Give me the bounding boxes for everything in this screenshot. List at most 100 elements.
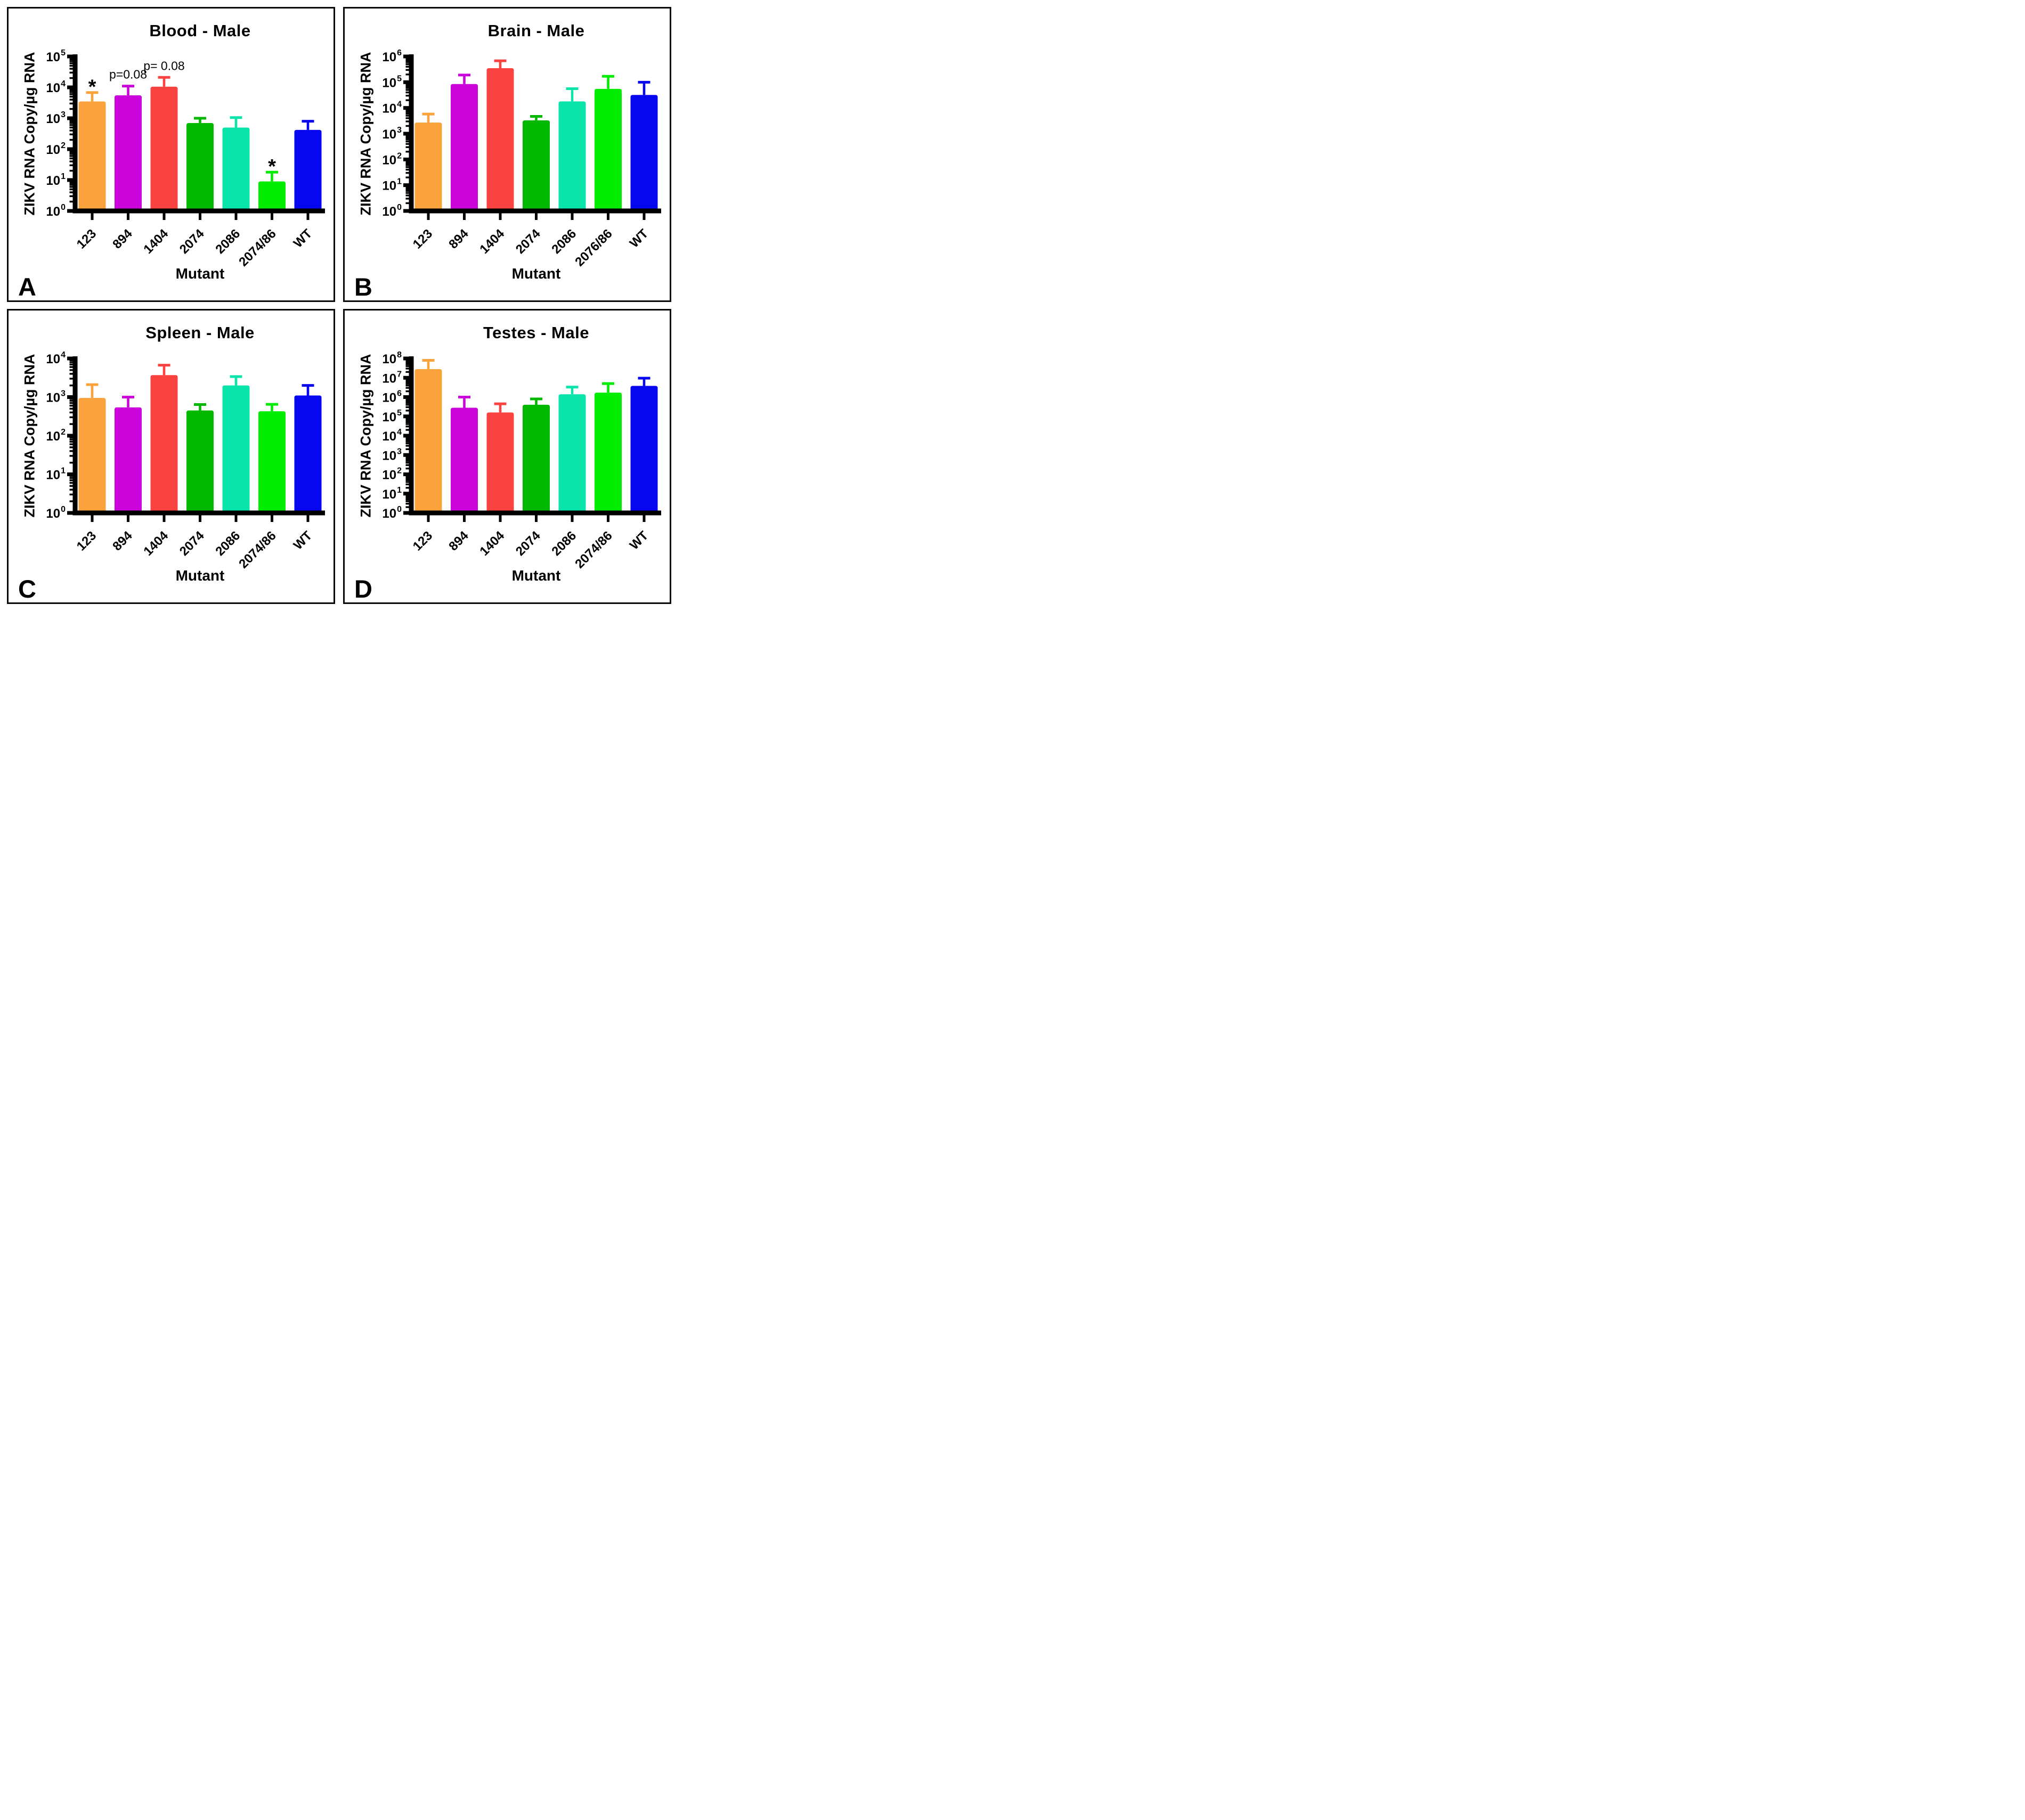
panel-letter: A [18,273,36,301]
y-tick-label: 105 [382,74,402,90]
category-label: 894 [110,528,135,554]
bar [414,369,442,513]
y-tick-label: 107 [382,370,402,386]
panel-brain-male: 100 101 102 103 104 105 106 123 894 1404 2074 2086 2… [343,7,671,302]
category-label: 123 [410,226,435,251]
category-label: 2086 [549,226,579,257]
bar [222,127,250,211]
panel-title: Spleen - Male [145,323,255,342]
category-label: 2074/86 [236,528,279,571]
category-label: 1404 [141,528,171,559]
y-axis-label: ZIKV RNA Copy/µg RNA [357,52,374,216]
y-tick-label: 105 [382,409,402,425]
bar [78,101,106,211]
y-tick-label: 100 [382,203,402,219]
bar [294,129,322,211]
y-axis-label: ZIKV RNA Copy/µg RNA [21,52,38,216]
bar-chart-blood-male: 100 101 102 103 104 105 123 894 1404 2074 20862074… [46,48,325,270]
y-tick-label: 104 [382,100,402,116]
category-label: 123 [74,226,99,251]
panel-letter: D [354,575,372,603]
category-label: 2074 [177,226,207,257]
bar [451,84,478,211]
bar-chart-spleen-male: 100 101 102 103 104 123 894 1404 2074 20862074/86… [46,350,325,572]
bar [294,395,322,513]
bar [186,410,214,513]
category-label: 894 [446,226,471,252]
x-axis-label: Mutant [175,567,225,584]
bar [150,86,178,211]
y-tick-label: 108 [382,350,402,366]
bar [222,385,250,513]
category-label: 894 [446,528,471,554]
y-tick-label: 106 [382,389,402,405]
y-tick-label: 103 [382,126,402,142]
bar [115,407,142,513]
category-label: 2076/86 [572,226,615,269]
y-tick-label: 104 [46,350,66,366]
bar [258,181,286,211]
bar [186,123,214,211]
y-tick-label: 103 [382,447,402,463]
p-value-label: p=0.08 [109,68,147,81]
category-label: WT [627,226,652,251]
y-tick-label: 100 [46,203,66,219]
panel-title: Brain - Male [487,21,585,40]
bar [414,123,442,211]
x-axis-label: Mutant [511,265,561,282]
category-label: 2074 [513,226,543,257]
bar [115,95,142,211]
category-label: 894 [110,226,135,252]
y-tick-label: 102 [382,151,402,167]
bar [630,386,658,513]
panel-blood-male: 100 101 102 103 104 105 123 894 1404 2074 2086 2074… [7,7,335,302]
category-label: WT [627,528,652,553]
bar [150,375,178,513]
bar [486,412,514,513]
bar [78,398,106,513]
significance-star: * [268,156,276,178]
x-axis-label: Mutant [175,265,225,282]
significance-star: * [88,76,96,99]
y-tick-label: 101 [382,177,402,193]
bar [486,68,514,211]
category-label: 2074 [177,528,207,559]
category-label: WT [291,226,315,251]
y-tick-label: 100 [46,505,66,521]
panel-letter: B [354,273,372,301]
category-label: 2086 [213,528,243,559]
bar [595,393,622,513]
figure-grid: 100 101 102 103 104 105 123 894 1404 2074 2086 2074… [0,0,678,611]
y-tick-label: 102 [46,141,66,157]
bar [523,404,550,513]
category-label: 2074/86 [572,528,615,571]
y-tick-label: 104 [46,79,66,95]
y-axis-label: ZIKV RNA Copy/µg RNA [21,354,38,518]
y-tick-label: 103 [46,389,66,405]
bar-chart-brain-male: 100 101 102 103 104 105 106 123 894 1404 2074 20862… [382,48,661,270]
y-tick-label: 102 [46,428,66,444]
panel-spleen-male: 100 101 102 103 104 123 894 1404 2074 2086 2074/86… [7,309,335,604]
panel-title: Blood - Male [149,21,251,40]
category-label: 2086 [213,226,243,257]
p-value-label: p= 0.08 [143,59,184,72]
y-tick-label: 102 [382,467,402,483]
x-axis-label: Mutant [511,567,561,584]
y-axis-label: ZIKV RNA Copy/µg RNA [357,354,374,518]
y-tick-label: 103 [46,110,66,126]
y-tick-label: 105 [46,48,66,64]
y-tick-label: 100 [382,505,402,521]
bar [630,95,658,211]
bar [451,407,478,513]
bar [558,101,586,211]
y-tick-label: 101 [46,172,66,188]
bar [595,88,622,211]
category-label: 1404 [477,226,507,257]
bar [258,411,286,513]
category-label: 1404 [141,226,171,257]
category-label: 1404 [477,528,507,559]
panel-letter: C [18,575,36,603]
bar [558,394,586,513]
category-label: 2074/86 [236,226,279,269]
